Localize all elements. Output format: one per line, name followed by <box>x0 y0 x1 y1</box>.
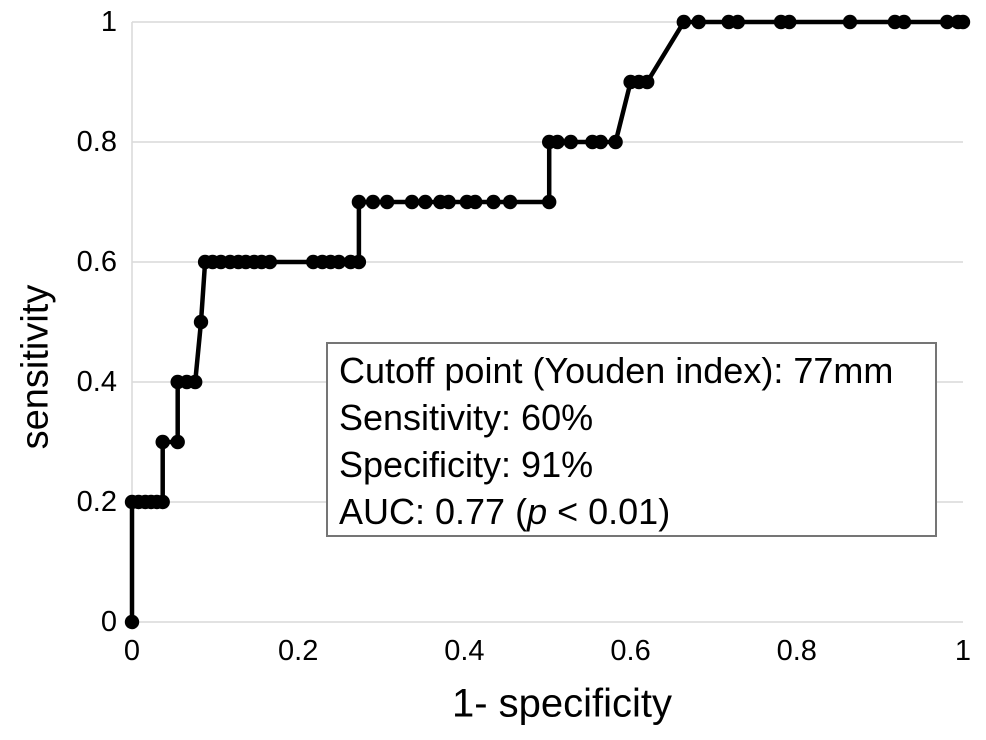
data-point <box>502 194 518 210</box>
roc-curve-markers <box>124 14 971 630</box>
data-point <box>542 194 557 210</box>
data-point <box>468 194 483 210</box>
x-tick-label: 0.6 <box>610 635 651 667</box>
data-point <box>365 194 381 210</box>
data-point <box>730 14 745 30</box>
data-point <box>691 14 706 30</box>
data-point <box>404 194 420 210</box>
data-point <box>593 134 608 150</box>
data-point <box>155 494 170 510</box>
annotation-specificity: Specificity: 91% <box>339 444 594 485</box>
data-point <box>640 74 655 90</box>
data-point <box>351 194 367 210</box>
data-point <box>351 254 367 270</box>
data-point <box>170 434 185 450</box>
data-point <box>955 14 971 30</box>
x-axis-title: 1- specificity <box>451 681 673 726</box>
annotation-auc-p: p <box>527 491 548 532</box>
x-tick-label: 1 <box>954 635 972 667</box>
data-point <box>782 14 797 30</box>
annotation-auc-prefix: AUC: 0.77 ( <box>339 491 528 532</box>
annotation-auc-suffix: < 0.01) <box>547 491 671 532</box>
y-tick-label: 0.4 <box>76 366 117 398</box>
x-tick-label: 0.2 <box>278 635 319 667</box>
data-point <box>155 434 170 450</box>
y-tick-label: 1 <box>100 6 117 38</box>
y-tick-label: 0.8 <box>76 126 117 158</box>
y-tick-label: 0.6 <box>76 246 117 278</box>
data-point <box>940 14 955 30</box>
data-point <box>193 314 209 330</box>
data-point <box>188 374 203 390</box>
annotation-sensitivity: Sensitivity: 60% <box>339 397 594 438</box>
data-point <box>486 194 501 210</box>
annotation-auc: AUC: 0.77 (p < 0.01) <box>339 488 924 535</box>
data-point <box>608 134 623 150</box>
y-tick-label: 0.2 <box>76 486 117 518</box>
data-point <box>262 254 278 270</box>
data-point <box>550 134 565 150</box>
data-point <box>379 194 395 210</box>
x-tick-label: 0.4 <box>444 635 485 667</box>
data-point <box>896 14 912 30</box>
y-axis-title: sensitivity <box>14 284 57 450</box>
annotation-cutoff: Cutoff point (Youden index): 77mm <box>339 350 894 391</box>
annotation-box: Cutoff point (Youden index): 77mm Sensit… <box>326 342 937 537</box>
y-tick-label: 0 <box>100 606 117 638</box>
data-point <box>676 14 691 30</box>
data-point <box>842 14 858 30</box>
x-tick-label: 0.8 <box>776 635 817 667</box>
data-point <box>418 194 433 210</box>
x-tick-label: 0 <box>123 635 141 667</box>
data-point <box>441 194 456 210</box>
data-point <box>124 614 140 630</box>
data-point <box>331 254 347 270</box>
data-point <box>563 134 578 150</box>
